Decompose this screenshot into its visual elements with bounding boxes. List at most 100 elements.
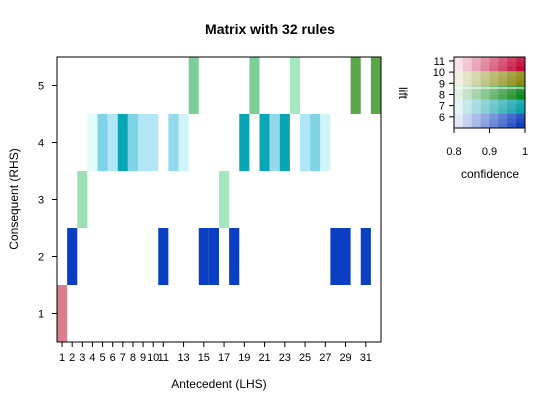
rule-cell — [158, 228, 169, 285]
color-key-swatch — [480, 80, 490, 86]
color-key-swatch — [471, 90, 481, 96]
color-key-swatch — [454, 75, 464, 81]
color-key-swatch — [498, 66, 508, 72]
color-key-y-tick-label: 6 — [439, 112, 445, 124]
color-key-swatch — [462, 104, 473, 110]
color-key-y-tick-label: 9 — [439, 78, 445, 90]
color-key-swatch — [489, 90, 499, 96]
color-key-swatch — [454, 61, 464, 67]
color-key-swatch — [507, 71, 517, 77]
color-key-swatch — [454, 109, 464, 115]
color-key-swatch — [471, 75, 481, 81]
color-key-swatch — [480, 123, 490, 129]
color-key-swatch — [489, 109, 499, 115]
x-tick-label: 5 — [100, 352, 106, 364]
color-key-swatch — [516, 57, 526, 63]
rule-cell — [259, 114, 270, 171]
color-key-swatch — [480, 113, 490, 119]
color-key-swatch — [489, 61, 499, 67]
rule-cell — [350, 57, 361, 114]
color-key-swatch — [480, 90, 490, 96]
rule-cell — [148, 114, 159, 171]
rule-cell — [168, 114, 179, 171]
x-tick-label: 19 — [238, 352, 250, 364]
y-axis-ticks: 1 2 3 4 5 — [38, 81, 57, 321]
color-key-swatch — [480, 99, 490, 105]
color-key-swatch — [462, 61, 473, 67]
color-key-swatch — [471, 94, 481, 100]
x-tick-label: 21 — [258, 352, 270, 364]
color-key-swatch — [516, 61, 526, 67]
color-key-y-label: lift — [396, 87, 410, 100]
color-key-swatch — [471, 80, 481, 86]
rule-cell — [229, 228, 240, 285]
color-key-swatch — [507, 90, 517, 96]
color-key-swatch — [498, 94, 508, 100]
color-key-swatch — [471, 66, 481, 72]
color-key-swatch — [507, 61, 517, 67]
x-tick-label: 15 — [198, 352, 210, 364]
x-tick-label: 25 — [299, 352, 311, 364]
rule-cell — [370, 57, 382, 114]
color-key-x-label: confidence — [461, 167, 519, 181]
rule-cell — [330, 228, 341, 285]
color-key-swatch — [516, 118, 526, 124]
rule-cell — [249, 57, 260, 114]
color-key-swatch — [498, 104, 508, 110]
color-key-swatch — [489, 113, 499, 119]
color-key-swatch — [471, 123, 481, 129]
color-key-y-tick-label: 11 — [434, 56, 445, 68]
color-key-swatch — [507, 123, 517, 129]
y-tick-label: 5 — [38, 81, 44, 93]
x-tick-label: 3 — [79, 352, 85, 364]
color-key-swatch — [480, 75, 490, 81]
color-key-swatch — [498, 71, 508, 77]
x-tick-label: 13 — [177, 352, 189, 364]
color-key-swatch — [516, 75, 526, 81]
color-key-swatch — [498, 57, 508, 63]
color-key-swatch — [462, 75, 473, 81]
rule-cell — [289, 57, 301, 114]
color-key-swatch — [480, 61, 490, 67]
color-key-x-tick-label: 0.8 — [446, 146, 461, 158]
x-tick-label: 17 — [218, 352, 230, 364]
color-key-swatch — [498, 118, 508, 124]
x-axis-label: Antecedent (LHS) — [171, 377, 266, 391]
color-key-swatch — [462, 109, 473, 115]
color-key-swatch — [462, 66, 473, 72]
color-key-swatch — [489, 75, 499, 81]
rule-cell — [138, 114, 149, 171]
rule-cell — [127, 114, 139, 171]
color-key-swatch — [516, 66, 526, 72]
color-key-swatch — [454, 99, 464, 105]
color-key-swatch — [498, 109, 508, 115]
color-key-swatch — [507, 57, 517, 63]
color-key-swatch — [462, 113, 473, 119]
color-key-swatch — [489, 94, 499, 100]
color-key-swatch — [471, 113, 481, 119]
rule-cell — [87, 114, 98, 171]
color-key-swatch — [462, 90, 473, 96]
color-key-swatch — [480, 57, 490, 63]
rule-cell — [117, 114, 128, 171]
rule-cell — [57, 285, 68, 342]
color-key-x-tick-label: 1 — [522, 146, 528, 158]
color-key-swatch — [498, 80, 508, 86]
color-key-swatch — [516, 123, 526, 129]
rule-cell — [269, 114, 280, 171]
x-tick-label: 8 — [130, 352, 136, 364]
color-key-swatch — [489, 118, 499, 124]
matrix-cells — [57, 57, 382, 342]
color-key-swatch — [462, 123, 473, 129]
color-key-swatch — [498, 123, 508, 129]
color-key-swatch — [462, 94, 473, 100]
color-key-swatch — [462, 99, 473, 105]
color-key-swatch — [498, 61, 508, 67]
color-key-swatch — [516, 80, 526, 86]
color-key-swatch — [489, 57, 499, 63]
color-key-swatch — [480, 118, 490, 124]
color-key-swatch — [480, 104, 490, 110]
